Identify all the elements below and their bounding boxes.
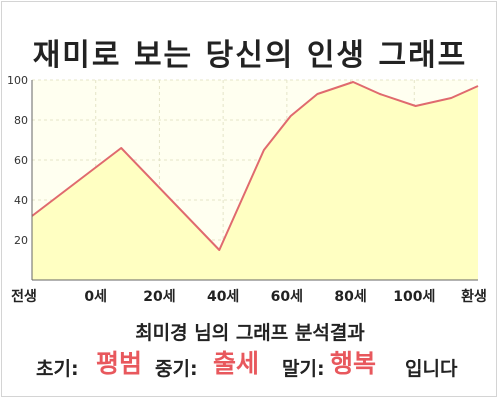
y-tick-labels: 20 40 60 80 100 xyxy=(7,74,28,247)
late-value: 행복 xyxy=(330,349,377,378)
x-tick-labels: 전생 0세 20세 40세 60세 80세 100세 환생 xyxy=(11,288,487,305)
axes xyxy=(31,80,478,281)
y-tick-label-2: 60 xyxy=(14,154,28,167)
x-tick-label-3: 40세 xyxy=(207,289,239,305)
early-value: 평범 xyxy=(96,349,143,378)
y-tick-label-0: 20 xyxy=(14,234,28,247)
mid-value: 출세 xyxy=(213,349,260,378)
x-tick-label-5: 80세 xyxy=(334,289,366,305)
x-tick-label-6: 100세 xyxy=(393,289,435,305)
mid-label: 중기: xyxy=(155,358,198,380)
analysis-result: 초기: 평범 중기: 출세 말기: 행복 입니다 xyxy=(0,344,500,384)
area-fill xyxy=(32,82,478,280)
x-tick-label-2: 20세 xyxy=(143,289,175,305)
x-tick-label-4: 60세 xyxy=(271,289,303,305)
early-label: 초기: xyxy=(36,358,79,380)
x-tick-label-1: 0세 xyxy=(84,289,107,305)
y-tick-label-4: 100 xyxy=(7,74,28,87)
late-label: 말기: xyxy=(282,358,325,380)
x-tick-label-0: 전생 xyxy=(11,288,37,305)
analysis-headline: 최미경 님의 그래프 분석결과 xyxy=(135,322,365,344)
x-tick-label-7: 환생 xyxy=(461,288,487,305)
y-tick-label-1: 40 xyxy=(14,194,28,207)
chart-title: 재미로 보는 당신의 인생 그래프 xyxy=(32,38,468,73)
series-line xyxy=(31,81,479,251)
y-tick-label-3: 80 xyxy=(14,114,28,127)
closing-text: 입니다 xyxy=(405,358,458,380)
